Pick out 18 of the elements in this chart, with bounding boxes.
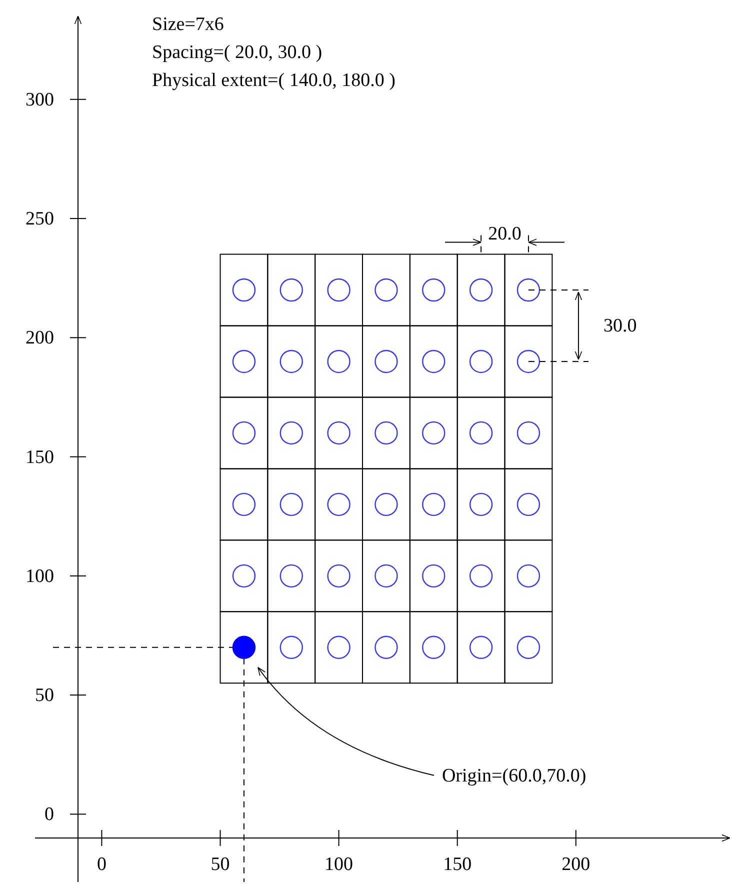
x-tick-label: 100 xyxy=(324,854,354,875)
annotation: Origin=(60.0,70.0) xyxy=(442,765,586,786)
x-tick-label: 0 xyxy=(96,854,106,875)
y-tick-label: 150 xyxy=(26,446,54,468)
y-tick-label: 200 xyxy=(26,328,54,349)
y-tick-label: 250 xyxy=(26,208,54,230)
y-tick-label: 100 xyxy=(26,566,54,587)
annotation: 30.0 xyxy=(603,316,637,337)
annotation: Physical extent=( 140.0, 180.0 ) xyxy=(152,70,396,91)
annotation: 20.0 xyxy=(488,223,522,244)
y-tick-label: 0 xyxy=(44,804,54,826)
y-tick-label: 50 xyxy=(35,685,54,706)
x-tick-label: 200 xyxy=(562,854,590,875)
x-tick-label: 50 xyxy=(210,854,230,875)
annotation: Size=7x6 xyxy=(152,14,224,35)
y-tick-label: 300 xyxy=(26,89,54,110)
x-tick-label: 150 xyxy=(443,854,472,875)
annotation: Spacing=( 20.0, 30.0 ) xyxy=(152,42,322,63)
